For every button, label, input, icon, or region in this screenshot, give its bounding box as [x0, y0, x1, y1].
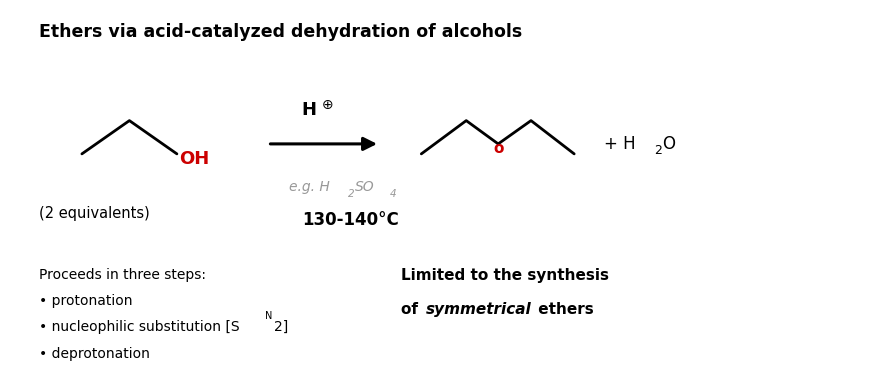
Text: 130-140°C: 130-140°C [302, 211, 399, 229]
Text: o: o [493, 141, 503, 156]
Text: H: H [302, 101, 317, 119]
Text: 2: 2 [655, 144, 663, 157]
Text: 2: 2 [348, 189, 355, 199]
Text: 4: 4 [391, 189, 397, 199]
Text: (2 equivalents): (2 equivalents) [38, 206, 149, 220]
Text: • nucleophilic substitution [S: • nucleophilic substitution [S [38, 320, 239, 334]
Text: • deprotonation: • deprotonation [38, 347, 150, 361]
Text: • protonation: • protonation [38, 294, 133, 308]
Text: Ethers via acid-catalyzed dehydration of alcohols: Ethers via acid-catalyzed dehydration of… [38, 23, 522, 41]
Text: e.g. H: e.g. H [290, 180, 330, 194]
Text: N: N [265, 311, 272, 321]
Text: ⊕: ⊕ [322, 98, 333, 112]
Text: ethers: ethers [533, 302, 594, 317]
Text: O: O [662, 135, 675, 153]
Text: symmetrical: symmetrical [426, 302, 531, 317]
Text: SO: SO [355, 180, 374, 194]
Text: OH: OH [180, 150, 210, 168]
Text: of: of [401, 302, 424, 317]
Text: 2]: 2] [274, 320, 288, 334]
Text: + H: + H [604, 135, 636, 153]
Text: Limited to the synthesis: Limited to the synthesis [401, 268, 610, 284]
Text: Proceeds in three steps:: Proceeds in three steps: [38, 268, 206, 282]
